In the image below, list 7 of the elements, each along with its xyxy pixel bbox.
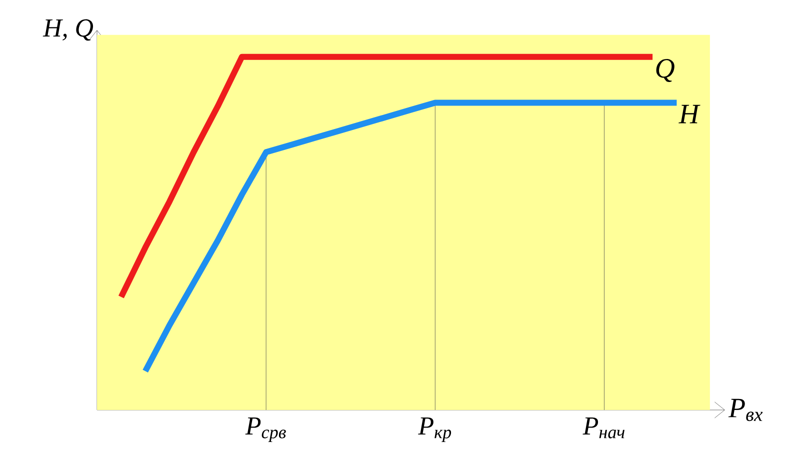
y-axis-title: H, Q [42,19,94,41]
series-label: Q [656,59,674,82]
x-axis-title: P$_{вх}$ [728,398,763,422]
series-label: H [678,104,700,124]
x-tick-label: P$_{кр}$ [418,417,452,442]
x-tick-label: P$_{срв}$ [245,417,286,442]
x-tick-label: P$_{нач}$ [582,417,624,438]
